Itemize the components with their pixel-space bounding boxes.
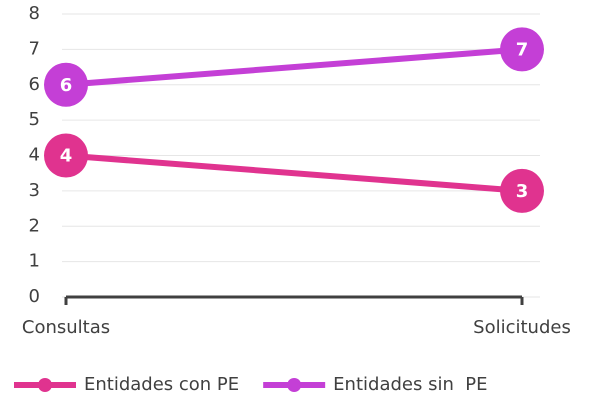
legend-label: Entidades sin PE xyxy=(333,374,487,395)
series-line xyxy=(65,152,523,194)
x-tick-label: Consultas xyxy=(22,317,110,338)
point-marker xyxy=(44,62,88,107)
y-tick-label: 8 xyxy=(29,3,40,24)
legend-marker xyxy=(38,378,52,392)
y-tick-label: 6 xyxy=(29,74,40,95)
point-marker xyxy=(500,27,544,72)
y-tick-label: 2 xyxy=(29,215,40,236)
data-label: 3 xyxy=(516,181,529,202)
data-label: 4 xyxy=(60,146,73,167)
y-tick-label: 7 xyxy=(29,38,40,59)
y-tick-label: 0 xyxy=(29,286,40,307)
y-tick-label: 4 xyxy=(29,145,40,166)
point-marker xyxy=(44,133,88,178)
data-label: 7 xyxy=(516,39,529,60)
x-tick-label: Solicitudes xyxy=(473,317,571,338)
legend-marker xyxy=(287,378,302,392)
series-line xyxy=(65,46,523,88)
y-tick-label: 1 xyxy=(29,251,40,272)
legend-label: Entidades con PE xyxy=(84,374,239,395)
data-label: 6 xyxy=(60,75,73,96)
y-tick-label: 5 xyxy=(29,109,40,130)
point-marker xyxy=(500,168,544,213)
y-tick-label: 3 xyxy=(29,180,40,201)
